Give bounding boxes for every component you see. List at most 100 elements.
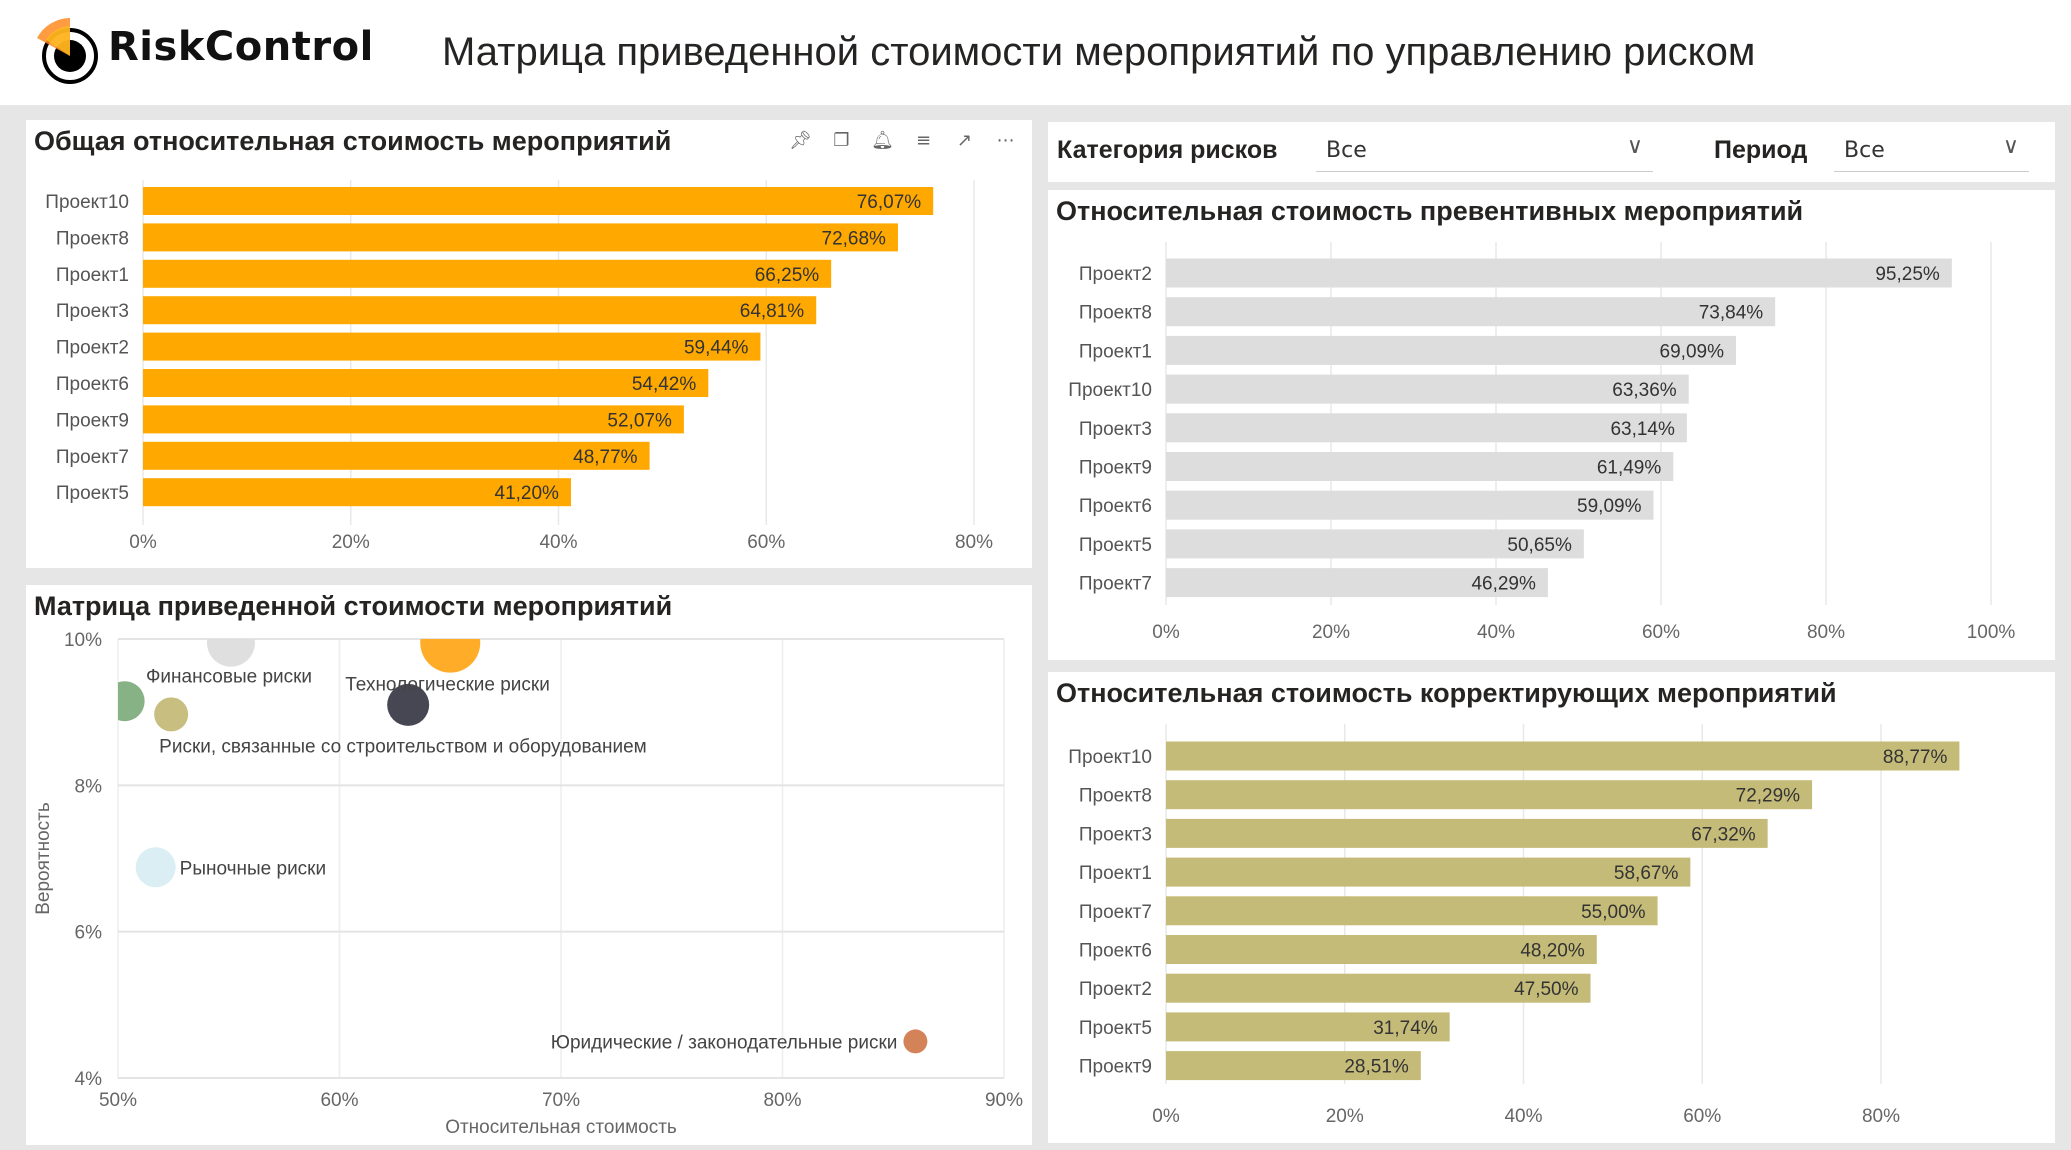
x-tick-label: 0% [1152, 622, 1180, 643]
x-tick-label: 20% [332, 532, 370, 553]
bar [143, 296, 817, 325]
bar [1166, 374, 1689, 404]
bar [1166, 780, 1813, 810]
data-label: 88,77% [1883, 747, 1948, 768]
category-label: Проект3 [1079, 824, 1152, 845]
data-label: 63,36% [1612, 380, 1677, 401]
bubble [118, 681, 145, 722]
bar [1166, 452, 1674, 481]
x-tick-label: 80% [763, 1090, 801, 1111]
bubble-label: Технологические риски [345, 675, 550, 696]
category-label: Проект9 [56, 410, 129, 431]
x-tick-label: 20% [1312, 622, 1350, 643]
data-label: 95,25% [1875, 264, 1940, 285]
data-label: 46,29% [1471, 574, 1536, 595]
bubble [420, 639, 481, 673]
category-label: Проект3 [1079, 419, 1152, 440]
x-tick-label: 40% [539, 532, 577, 553]
y-tick-label: 6% [75, 923, 103, 944]
category-label: Проект10 [45, 192, 129, 213]
bubble [206, 639, 255, 667]
category-label: Проект2 [1079, 979, 1152, 1000]
bar [1166, 335, 1736, 365]
category-label: Проект9 [1079, 458, 1152, 479]
data-label: 69,09% [1660, 341, 1725, 362]
chart-title: Общая относительная стоимость мероприяти… [34, 126, 672, 156]
bar [1166, 490, 1654, 520]
category-label: Проект7 [1079, 902, 1152, 923]
category-label: Проект1 [56, 265, 129, 286]
category-label: Проект9 [1079, 1057, 1152, 1078]
data-label: 28,51% [1344, 1057, 1409, 1078]
category-slicer-label: Категория рисков [1057, 136, 1278, 164]
period-dropdown-value: Все [1844, 138, 1885, 163]
category-label: Проект10 [1068, 747, 1152, 768]
more-options-icon[interactable]: ⋯ [996, 130, 1015, 151]
bubble-label: Финансовые риски [146, 667, 312, 688]
chevron-down-icon: ∨ [2002, 134, 2019, 159]
category-dropdown-value: Все [1326, 138, 1367, 163]
x-tick-label: 60% [320, 1090, 358, 1111]
data-label: 67,32% [1691, 824, 1756, 845]
matrix-chart-panel: Матрица приведенной стоимости мероприяти… [26, 585, 1032, 1145]
x-tick-label: 0% [129, 532, 157, 553]
bar [143, 441, 650, 470]
bar [1166, 935, 1597, 964]
x-tick-label: 50% [99, 1090, 137, 1111]
data-label: 41,20% [495, 483, 560, 504]
data-label: 59,09% [1577, 496, 1642, 517]
category-label: Проект8 [1079, 303, 1152, 324]
riskcontrol-logo [37, 18, 98, 84]
category-dropdown[interactable]: Все ∨ [1316, 128, 1653, 172]
bar [1166, 857, 1691, 887]
focus-mode-icon[interactable]: ↗ [956, 130, 973, 151]
bell-icon[interactable]: 🔔︎ [871, 130, 894, 151]
bar [143, 259, 832, 288]
pin-icon[interactable]: 📌︎ [789, 130, 812, 151]
preventive-bar-chart: 0% 20% 40% 60% 80% 100% Проект2 95,25% Проект8 73… [1068, 242, 2016, 643]
bar [1166, 818, 1768, 848]
x-tick-label: 80% [1807, 622, 1845, 643]
filter-icon[interactable]: ≡ [915, 130, 932, 151]
category-label: Проект2 [1079, 264, 1152, 285]
x-tick-label: 70% [542, 1090, 580, 1111]
slicers-panel: Категория рисков Все ∨ Период Все ∨ [1048, 122, 2055, 182]
y-axis-title: Вероятность [33, 802, 54, 915]
data-label: 50,65% [1507, 535, 1572, 556]
bar [143, 478, 571, 507]
total-cost-chart-panel: Общая относительная стоимость мероприяти… [26, 120, 1032, 568]
x-tick-label: 100% [1967, 622, 2016, 643]
data-label: 72,29% [1736, 786, 1801, 807]
category-label: Проект6 [1079, 941, 1152, 962]
period-dropdown[interactable]: Все ∨ [1834, 128, 2029, 172]
category-label: Проект8 [1079, 786, 1152, 807]
bar [1166, 1051, 1421, 1081]
bubble [154, 697, 189, 732]
data-label: 66,25% [755, 265, 820, 286]
data-label: 63,14% [1610, 419, 1675, 440]
copy-icon[interactable]: ❐ [833, 130, 850, 151]
chart-title: Матрица приведенной стоимости мероприяти… [34, 591, 673, 621]
x-tick-label: 90% [985, 1090, 1023, 1111]
data-label: 54,42% [632, 374, 697, 395]
data-label: 48,20% [1520, 941, 1585, 962]
category-label: Проект5 [1079, 1018, 1152, 1039]
bar [1166, 973, 1591, 1003]
bar [1166, 568, 1548, 598]
category-label: Проект8 [56, 228, 129, 249]
bar [1166, 896, 1658, 926]
category-label: Проект6 [56, 374, 129, 395]
data-label: 48,77% [573, 447, 638, 468]
category-label: Проект7 [1079, 574, 1152, 595]
category-label: Проект7 [56, 447, 129, 468]
bar [143, 405, 684, 434]
category-label: Проект2 [56, 338, 129, 359]
bubble [387, 683, 430, 726]
y-tick-label: 8% [75, 776, 103, 797]
data-label: 31,74% [1373, 1018, 1438, 1039]
bar [1166, 258, 1952, 288]
bar [1166, 741, 1960, 771]
bar [1166, 529, 1584, 559]
category-label: Проект5 [1079, 535, 1152, 556]
category-label: Проект1 [1079, 341, 1152, 362]
